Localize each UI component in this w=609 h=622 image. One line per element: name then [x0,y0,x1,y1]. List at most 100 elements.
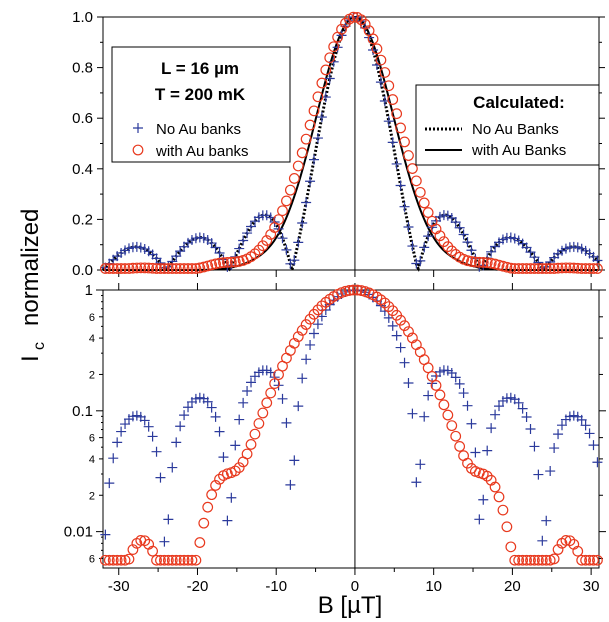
point-with-au-top [568,262,580,274]
point-no-au-top [234,243,245,254]
point-with-au-bottom [273,369,284,381]
point-with-au-top [371,43,383,55]
point-with-au-top [178,263,190,274]
point-with-au-bottom [300,319,312,330]
point-with-au-top [135,262,147,274]
point-no-au-bottom [478,494,489,505]
point-no-au-bottom [403,377,414,388]
point-no-au-top [391,158,402,169]
point-no-au-top [423,231,434,242]
point-no-au-bottom [458,388,469,399]
point-with-au-bottom [103,554,115,566]
point-no-au-top [167,256,178,267]
point-no-au-bottom [517,403,528,414]
point-no-au-top [151,253,162,264]
point-no-au-top [572,242,583,253]
point-with-au-top [308,105,320,117]
top-ytick-label: 1.0 [72,9,93,26]
y-axis-title-sub: c [31,342,48,350]
point-with-au-bottom [532,554,544,566]
point-with-au-top [497,260,509,272]
point-with-au-top [379,67,391,78]
point-no-au-bottom [289,455,300,466]
point-no-au-bottom [537,535,548,546]
point-no-au-top [198,233,209,244]
point-with-au-top [249,248,261,260]
point-with-au-top [186,263,198,274]
point-no-au-top [210,242,221,253]
point-no-au-bottom [450,372,461,383]
point-with-au-bottom [552,544,564,555]
point-with-au-bottom [292,331,304,343]
point-no-au-top [521,242,532,253]
point-with-au-top [592,263,603,274]
point-with-au-top [481,257,493,269]
point-no-au-bottom [163,514,174,525]
point-no-au-top [171,251,182,262]
axis-titles: I c normalized B [µT] [17,209,382,619]
point-no-au-top [415,255,426,266]
point-no-au-bottom [584,428,595,439]
point-no-au-top [403,221,414,232]
point-no-au-bottom [206,402,217,413]
point-no-au-bottom [112,437,123,448]
point-with-au-bottom [190,554,202,566]
point-with-au-top [485,257,497,269]
point-with-au-top [123,263,135,274]
point-no-au-top [253,212,264,223]
point-no-au-bottom [104,478,115,489]
point-with-au-bottom [174,554,186,566]
point-no-au-top [446,212,457,223]
point-no-au-top [116,247,127,258]
point-no-au-top [387,137,398,148]
point-with-au-top [147,262,159,274]
point-no-au-top [411,258,422,269]
point-with-au-top [170,263,182,274]
legend-plus-marker [133,123,143,133]
top-ytick-label: 0.6 [72,110,93,127]
point-no-au-top [316,112,327,123]
point-no-au-bottom [249,371,260,382]
bottom-ytick-minor-label: 4 [89,333,95,345]
point-no-au-top [139,243,150,254]
point-with-au-bottom [438,399,450,411]
point-no-au-bottom [588,440,599,451]
bottom-panel: 0.01 0.1 1 6 2 4 6 2 4 6 -30 -20 -10 0 10 20 30 [64,282,606,595]
point-no-au-bottom [580,420,591,431]
point-with-au-top [277,205,288,217]
bottom-ytick-label: 1 [85,282,93,299]
annotation-temperature: T = 200 mK [155,85,246,104]
point-with-au-bottom [155,554,166,566]
point-no-au-top [497,234,508,245]
point-no-au-bottom [568,410,579,421]
point-with-au-top [159,263,170,274]
point-with-au-bottom [529,554,540,566]
point-no-au-bottom [549,443,560,454]
point-with-au-top [576,263,588,274]
point-no-au-top [238,235,249,246]
point-no-au-bottom [462,400,473,411]
point-with-au-top [525,263,536,274]
point-with-au-bottom [151,554,162,566]
point-with-au-top [395,122,407,134]
point-with-au-top [194,262,206,274]
calc-with-au-curve [103,16,599,271]
point-with-au-bottom [245,439,257,450]
point-no-au-top [509,233,520,244]
point-no-au-bottom [234,414,245,425]
point-with-au-bottom [588,554,599,566]
point-no-au-bottom [442,365,453,376]
point-with-au-top [296,147,308,159]
point-with-au-top [529,263,540,274]
point-no-au-top [505,232,516,243]
point-with-au-bottom [265,387,277,399]
calculated-title: Calculated: [473,93,565,112]
point-no-au-top [305,176,316,187]
point-no-au-top [383,116,394,127]
calculated-with-au-label: with Au Banks [471,142,566,159]
top-ytick-label: 0.4 [72,161,93,178]
point-no-au-bottom [175,421,186,432]
point-with-au-bottom [430,380,442,391]
point-with-au-bottom [434,389,446,401]
point-with-au-bottom [422,362,434,374]
